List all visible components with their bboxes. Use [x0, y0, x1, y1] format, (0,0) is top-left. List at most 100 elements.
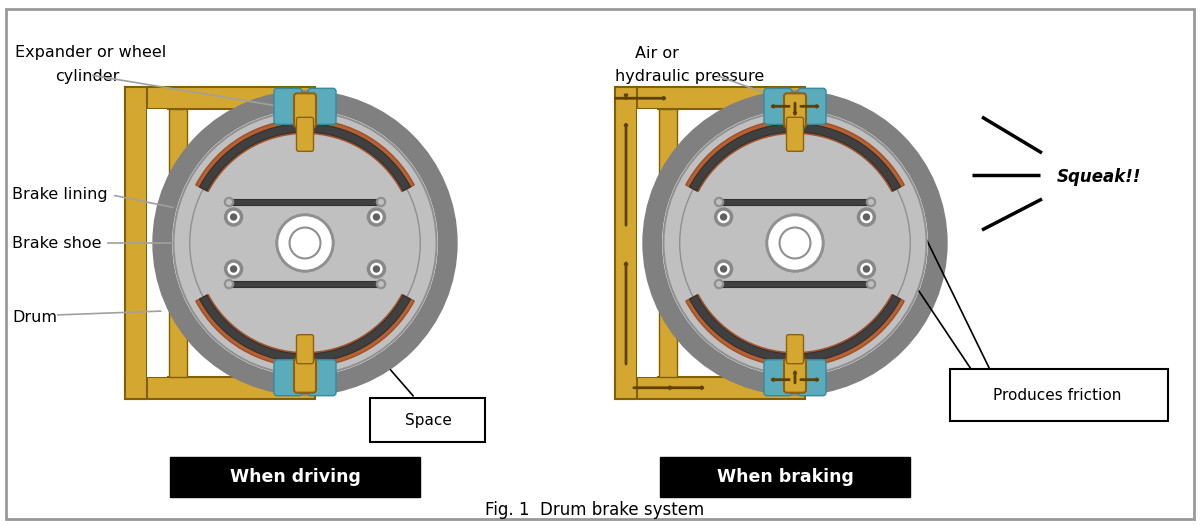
FancyBboxPatch shape [274, 88, 302, 124]
FancyBboxPatch shape [296, 117, 313, 151]
Bar [660, 457, 910, 497]
Text: Brake lining: Brake lining [12, 187, 108, 203]
FancyBboxPatch shape [308, 360, 336, 396]
Circle shape [228, 264, 239, 275]
FancyBboxPatch shape [370, 398, 485, 442]
Circle shape [662, 111, 928, 375]
Text: Squeak!!: Squeak!! [1057, 168, 1141, 186]
Bar [125, 87, 314, 109]
Circle shape [230, 214, 236, 220]
Text: When braking: When braking [716, 468, 853, 486]
Circle shape [154, 91, 457, 395]
Circle shape [664, 111, 926, 374]
Circle shape [864, 266, 870, 272]
Circle shape [714, 208, 732, 226]
Text: When driving: When driving [229, 468, 360, 486]
Circle shape [714, 279, 724, 289]
FancyBboxPatch shape [784, 93, 806, 128]
Bar [170, 457, 420, 497]
Text: cylinder: cylinder [55, 69, 119, 85]
Circle shape [866, 279, 876, 289]
Circle shape [228, 212, 239, 223]
Wedge shape [685, 295, 905, 366]
Circle shape [377, 279, 385, 289]
Bar [637, 109, 656, 377]
Circle shape [289, 227, 320, 258]
FancyBboxPatch shape [274, 360, 302, 396]
Wedge shape [199, 295, 410, 362]
FancyBboxPatch shape [308, 88, 336, 124]
Circle shape [767, 215, 823, 271]
Bar [719, 198, 871, 205]
Circle shape [780, 227, 810, 258]
Text: Air or: Air or [635, 46, 679, 60]
Circle shape [277, 215, 334, 271]
Circle shape [224, 279, 234, 289]
Bar [659, 109, 677, 377]
Circle shape [367, 260, 385, 278]
Bar [125, 377, 314, 399]
Circle shape [643, 91, 947, 395]
Wedge shape [199, 123, 410, 191]
Circle shape [277, 215, 334, 271]
Circle shape [716, 282, 721, 286]
Circle shape [190, 128, 420, 358]
Text: hydraulic pressure: hydraulic pressure [616, 69, 764, 85]
FancyBboxPatch shape [786, 334, 804, 364]
Circle shape [289, 227, 320, 258]
Circle shape [367, 208, 385, 226]
Circle shape [173, 111, 437, 375]
Circle shape [866, 197, 876, 206]
Circle shape [377, 197, 385, 206]
Wedge shape [690, 123, 900, 191]
Circle shape [227, 200, 232, 204]
FancyBboxPatch shape [764, 88, 792, 124]
Bar [229, 198, 380, 205]
Circle shape [174, 111, 437, 374]
Circle shape [679, 128, 911, 358]
Circle shape [869, 200, 874, 204]
Circle shape [864, 214, 870, 220]
Circle shape [860, 264, 872, 275]
Bar [616, 87, 637, 399]
Bar [169, 109, 186, 377]
Circle shape [780, 227, 810, 258]
FancyBboxPatch shape [296, 334, 313, 364]
FancyBboxPatch shape [950, 369, 1168, 421]
Text: Expander or wheel: Expander or wheel [14, 46, 167, 60]
FancyBboxPatch shape [798, 88, 826, 124]
Circle shape [224, 197, 234, 206]
Circle shape [858, 208, 876, 226]
Circle shape [379, 200, 383, 204]
Bar [146, 109, 167, 377]
Circle shape [720, 214, 726, 220]
Circle shape [714, 260, 732, 278]
Circle shape [714, 197, 724, 206]
Text: Produces friction: Produces friction [992, 387, 1121, 403]
Circle shape [373, 214, 379, 220]
FancyBboxPatch shape [294, 359, 316, 393]
Circle shape [718, 212, 730, 223]
Circle shape [379, 282, 383, 286]
Bar [616, 87, 805, 109]
Bar [125, 87, 146, 399]
Wedge shape [196, 119, 414, 192]
Wedge shape [690, 295, 900, 362]
Circle shape [230, 266, 236, 272]
FancyBboxPatch shape [798, 360, 826, 396]
Circle shape [373, 266, 379, 272]
Bar [616, 377, 805, 399]
FancyBboxPatch shape [784, 359, 806, 393]
Text: Drum: Drum [12, 310, 58, 324]
Circle shape [720, 266, 726, 272]
Circle shape [858, 260, 876, 278]
Circle shape [224, 208, 242, 226]
Circle shape [860, 212, 872, 223]
Bar [719, 281, 871, 287]
Circle shape [224, 260, 242, 278]
Circle shape [869, 282, 874, 286]
Text: Fig. 1  Drum brake system: Fig. 1 Drum brake system [485, 501, 704, 519]
Wedge shape [196, 295, 414, 366]
Bar [229, 281, 380, 287]
Wedge shape [685, 119, 905, 192]
